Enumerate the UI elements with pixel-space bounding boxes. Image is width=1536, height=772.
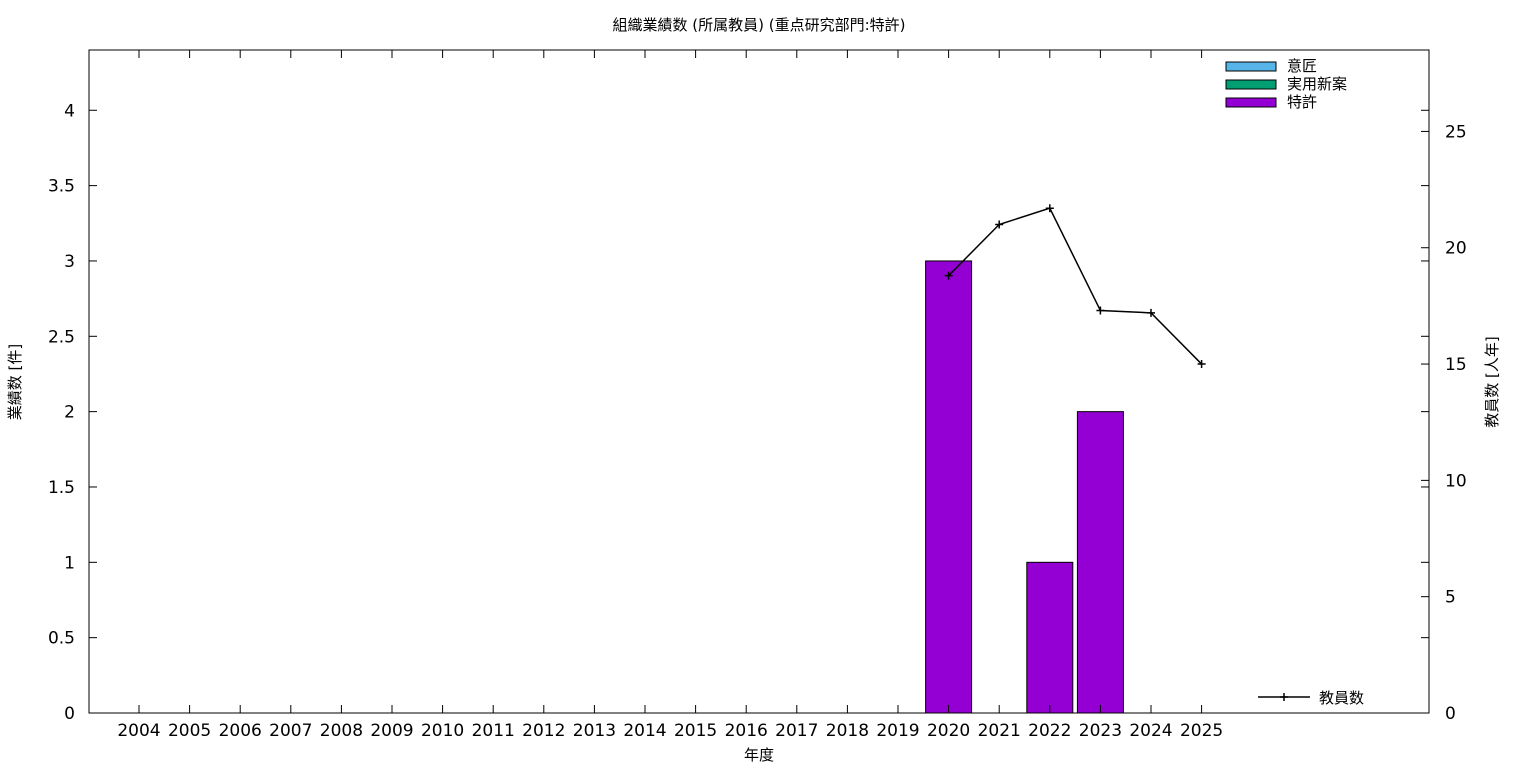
x-tick-label: 2025 bbox=[1180, 721, 1223, 741]
x-tick-label: 2004 bbox=[117, 721, 160, 741]
x-tick-label: 2016 bbox=[725, 721, 768, 741]
x-tick-label: 2022 bbox=[1028, 721, 1071, 741]
x-tick-label: 2006 bbox=[219, 721, 262, 741]
chart-title: 組織業績数 (所属教員) (重点研究部門:特許) bbox=[613, 16, 906, 34]
bar-特許-2020 bbox=[925, 260, 973, 714]
line-教員数 bbox=[948, 207, 1203, 365]
legend-label-意匠: 意匠 bbox=[1287, 57, 1317, 75]
y2-tick-label: 15 bbox=[1445, 355, 1467, 375]
legend-label-特許: 特許 bbox=[1287, 93, 1317, 111]
x-tick-label: 2018 bbox=[826, 721, 869, 741]
y-axis-label: 業績数 [件] bbox=[6, 344, 24, 420]
x-tick-label: 2010 bbox=[421, 721, 464, 741]
x-tick-label: 2019 bbox=[876, 721, 919, 741]
x-tick-label: 2020 bbox=[927, 721, 970, 741]
point-教員数-2021 bbox=[995, 220, 1004, 229]
y-tick-label: 3.5 bbox=[48, 177, 75, 197]
y2-axis-label: 教員数 [人年] bbox=[1483, 336, 1501, 427]
y-tick-label: 1 bbox=[64, 553, 75, 573]
y-tick-label: 2.5 bbox=[48, 327, 75, 347]
y2-tick-label: 20 bbox=[1445, 239, 1467, 259]
y-tick-label: 4 bbox=[64, 101, 75, 121]
y2-tick-label: 0 bbox=[1445, 704, 1456, 724]
bar-特許-2022 bbox=[1026, 561, 1074, 714]
point-教員数-2023 bbox=[1096, 306, 1105, 315]
point-教員数-2022 bbox=[1045, 204, 1054, 213]
legend-swatch-実用新案 bbox=[1225, 79, 1277, 90]
x-axis-label: 年度 bbox=[744, 746, 774, 764]
bar-特許-2023 bbox=[1076, 411, 1124, 714]
x-tick-label: 2021 bbox=[978, 721, 1021, 741]
y2-tick-label: 25 bbox=[1445, 122, 1467, 142]
y-tick-label: 1.5 bbox=[48, 478, 75, 498]
plot-frame bbox=[88, 49, 1430, 714]
point-教員数-2025 bbox=[1197, 360, 1206, 369]
point-教員数-2024 bbox=[1147, 308, 1155, 317]
legend-swatch-意匠 bbox=[1225, 61, 1277, 72]
y-tick-label: 0.5 bbox=[48, 629, 75, 649]
x-tick-label: 2008 bbox=[320, 721, 363, 741]
point-教員数-2020 bbox=[944, 271, 953, 280]
bars-layer bbox=[925, 260, 1124, 714]
x-tick-label: 2011 bbox=[472, 721, 515, 741]
x-tick-label: 2015 bbox=[674, 721, 717, 741]
x-tick-label: 2024 bbox=[1129, 721, 1172, 741]
y-tick-label: 0 bbox=[64, 704, 75, 724]
x-tick-label: 2012 bbox=[522, 721, 565, 741]
y2-tick-label: 10 bbox=[1445, 471, 1467, 491]
legend-swatch-特許 bbox=[1225, 97, 1277, 108]
legend-label-実用新案: 実用新案 bbox=[1287, 75, 1347, 93]
y2-tick-label: 5 bbox=[1445, 588, 1456, 608]
x-tick-label: 2013 bbox=[573, 721, 616, 741]
x-tick-label: 2009 bbox=[370, 721, 413, 741]
y-tick-label: 3 bbox=[64, 252, 75, 272]
x-tick-label: 2014 bbox=[623, 721, 666, 741]
line-layer bbox=[944, 204, 1206, 369]
x-tick-label: 2017 bbox=[775, 721, 818, 741]
x-tick-label: 2007 bbox=[269, 721, 312, 741]
legend-label-教員数: 教員数 bbox=[1319, 689, 1364, 707]
x-tick-label: 2005 bbox=[168, 721, 211, 741]
legend-marker-教員数 bbox=[1280, 693, 1288, 701]
x-tick-label: 2023 bbox=[1079, 721, 1122, 741]
y-tick-label: 2 bbox=[64, 403, 75, 423]
